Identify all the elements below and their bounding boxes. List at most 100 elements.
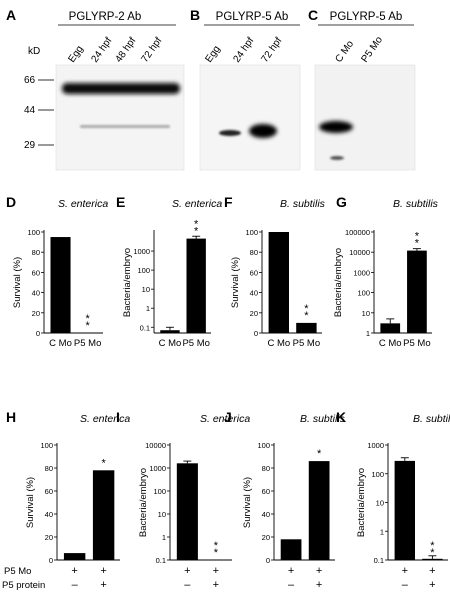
y-tick-label: 1 (380, 527, 384, 536)
condition-protein: – (288, 579, 295, 591)
y-tick-label: 1 (162, 533, 166, 542)
bar (50, 237, 70, 333)
panel-letter: G (336, 194, 347, 210)
panel-letter: H (6, 409, 16, 425)
y-tick-label: 10 (158, 510, 166, 519)
blot-membrane (315, 65, 415, 170)
significance-marker: * (415, 238, 420, 250)
condition-protein: + (316, 579, 322, 591)
y-axis-label: Survival (%) (242, 477, 253, 528)
x-tick-label: C Mo (379, 338, 402, 349)
y-axis-label: Bacteria/embryo (356, 468, 367, 537)
blot-panel-a: A PGLYRP-2 Ab Egg 24 hpf 48 hpf 72 hpf k… (6, 7, 184, 170)
chart-title: S. enterica (172, 198, 222, 210)
bar (296, 323, 316, 333)
y-tick-label: 100 (27, 228, 40, 237)
y-tick-label: 80 (32, 248, 40, 257)
y-axis-label: Survival (%) (12, 257, 23, 308)
y-tick-label: 1 (146, 304, 150, 313)
condition-p5mo: + (71, 565, 77, 577)
chart-panel-g: G B. subtilis 1 10 100 1000 10000 100000 Bacteri… (333, 194, 439, 349)
condition-label-protein: P5 protein (2, 580, 45, 591)
blot-panel-b: B PGLYRP-5 Ab Egg 24 hpf 72 hpf (190, 7, 300, 170)
panel-letter: F (224, 194, 233, 210)
bar (407, 251, 427, 333)
y-tick-label: 0 (266, 556, 270, 565)
chart-panel-h: H S. enterica 0 20 40 60 80 100 Survival (%) + – * +… (6, 409, 130, 591)
chart-panel-d: D S. enterica 0 20 40 60 80 100 Survival (%) C Mo… (6, 194, 108, 349)
mw-marker: 44 (24, 105, 36, 116)
x-tick-label: C Mo (49, 338, 72, 349)
chart-panel-e: E S. enterica0.11101001000Bacteria/embryo… (116, 194, 222, 349)
band (62, 83, 180, 94)
significance-marker: * (101, 457, 106, 469)
y-tick-label: 100 (137, 266, 150, 275)
panel-letter: A (6, 7, 16, 23)
condition-p5mo: + (288, 565, 294, 577)
condition-protein: + (213, 579, 219, 591)
band (330, 156, 344, 160)
y-tick-label: 60 (45, 487, 53, 496)
y-tick-label: 100 (257, 441, 270, 450)
x-tick-label: P5 Mo (293, 338, 320, 349)
panel-letter: D (6, 194, 16, 210)
x-tick-label: C Mo (159, 338, 182, 349)
lane-label: 24 hpf (89, 35, 114, 64)
lane-label: 24 hpf (231, 35, 256, 64)
chart-title: B. subtilis (393, 198, 439, 210)
y-axis-label: Bacteria/embryo (333, 248, 344, 317)
chart-title: S. enterica (80, 413, 130, 425)
significance-marker: * (430, 547, 435, 559)
lane-label: 48 hpf (113, 35, 138, 64)
band (219, 130, 241, 136)
x-tick-label: P5 Mo (74, 338, 101, 349)
y-tick-label: 0.1 (140, 323, 150, 332)
panel-letter: C (308, 7, 318, 23)
y-tick-label: 100 (245, 228, 258, 237)
y-tick-label: 100 (40, 441, 53, 450)
panel-letter: E (116, 194, 125, 210)
y-tick-label: 60 (32, 268, 40, 277)
y-axis-label: Survival (%) (230, 257, 241, 308)
y-tick-label: 20 (262, 533, 270, 542)
condition-p5mo: + (184, 565, 190, 577)
y-tick-label: 10000 (349, 248, 370, 257)
chart-panel-j: J B. subtilis020406080100Survival (%)+–*+… (224, 409, 346, 591)
bar (160, 330, 179, 333)
y-tick-label: 80 (250, 248, 258, 257)
bar (281, 539, 302, 560)
y-tick-label: 80 (45, 464, 53, 473)
bar (380, 323, 400, 333)
y-tick-label: 1000 (353, 268, 370, 277)
panel-letter: K (336, 409, 346, 425)
x-tick-label: C Mo (267, 338, 290, 349)
significance-marker: * (194, 226, 199, 238)
chart-title: B. subtilis (280, 198, 326, 210)
blot-title: PGLYRP-2 Ab (69, 11, 142, 23)
blot-membrane (56, 65, 184, 170)
y-tick-label: 40 (32, 289, 40, 298)
blot-title: PGLYRP-5 Ab (216, 11, 289, 23)
significance-marker: * (86, 320, 91, 332)
chart-title: B. subtilis (413, 413, 450, 425)
condition-p5mo: + (100, 565, 106, 577)
condition-protein: + (429, 579, 435, 591)
panel-letter: I (116, 409, 120, 425)
condition-p5mo: + (402, 565, 408, 577)
y-tick-label: 100 (371, 470, 384, 479)
condition-protein: – (184, 579, 191, 591)
lane-label: 72 hpf (259, 35, 284, 64)
chart-panel-i: I S. enterica0.1110100100010000Bacteria/e… (116, 409, 250, 591)
y-tick-label: 1 (366, 329, 370, 338)
y-tick-label: 10 (142, 285, 150, 294)
y-tick-label: 1000 (367, 441, 384, 450)
significance-marker: * (304, 310, 309, 322)
y-tick-label: 0 (254, 329, 258, 338)
panel-letter: J (224, 409, 232, 425)
blot-title: PGLYRP-5 Ab (330, 11, 403, 23)
chart-panel-f: F B. subtilis 0 20 40 60 80 100 Survival (%) C Mo… (224, 194, 326, 349)
y-tick-label: 100000 (345, 228, 370, 237)
lane-label: Egg (203, 44, 222, 65)
